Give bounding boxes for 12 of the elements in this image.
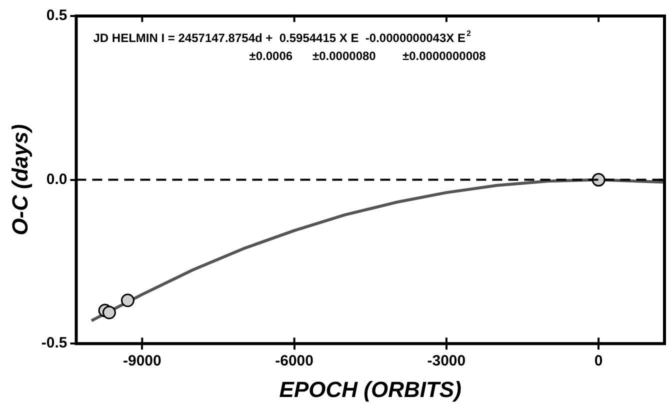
annotation: ±0.0006 ±0.0000080 ±0.0000000008 bbox=[249, 49, 486, 63]
x-tick-label: -6000 bbox=[275, 352, 314, 370]
point bbox=[102, 306, 116, 320]
y-tick-label: 0.5 bbox=[46, 7, 68, 24]
y-tick-label: 0.0 bbox=[46, 170, 68, 188]
y-axis-title: O-C (days) bbox=[7, 124, 32, 236]
x-axis-title: EPOCH (ORBITS) bbox=[279, 376, 462, 402]
x-tick-label: -9000 bbox=[122, 352, 162, 370]
x-tick-label: 0 bbox=[594, 352, 603, 370]
point bbox=[120, 294, 134, 308]
x-tick-label: -3000 bbox=[427, 352, 466, 370]
y-tick-label: -0.5 bbox=[41, 334, 68, 352]
